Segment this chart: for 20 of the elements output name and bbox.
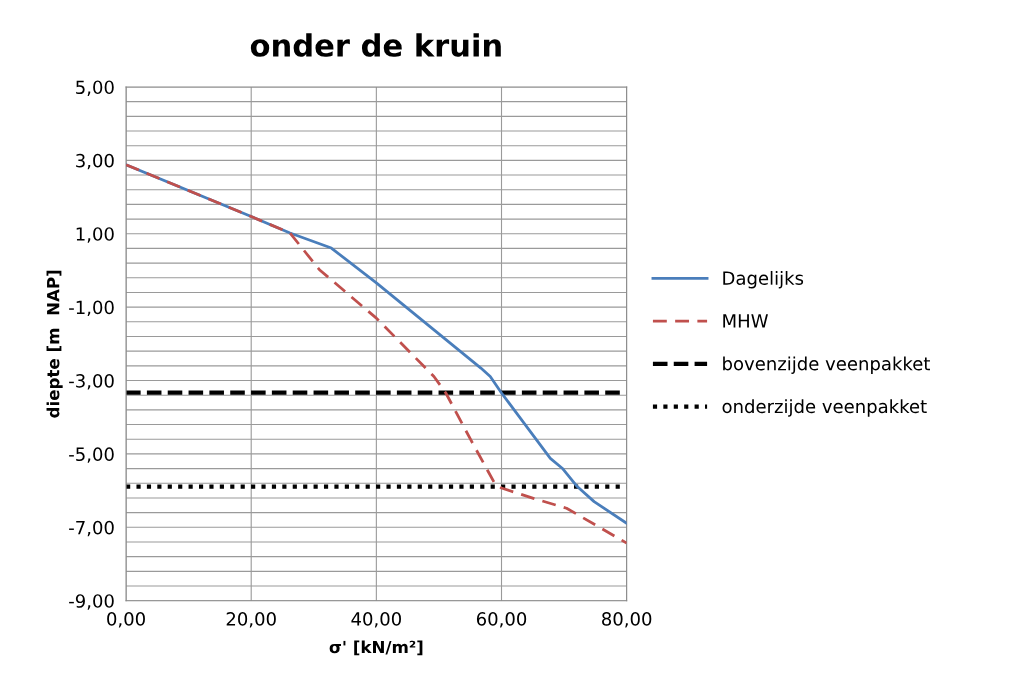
x-tick-label: 40,00 <box>351 612 401 628</box>
legend-label: Dagelijks <box>723 270 804 289</box>
x-tick-label: 80,00 <box>602 612 652 628</box>
legend-label: bovenzijde veenpakket <box>723 356 930 374</box>
x-tick-label: 0,00 <box>107 612 145 628</box>
y-tick-label: -5,00 <box>69 447 114 463</box>
x-axis-title: σ' [kN/m²] <box>329 640 423 656</box>
y-tick-label: 5,00 <box>76 80 114 96</box>
chart-title: onder de kruin <box>250 33 501 57</box>
y-tick-label: -9,00 <box>69 594 114 610</box>
x-tick-label: 20,00 <box>226 612 276 628</box>
y-tick-label: -1,00 <box>69 300 114 317</box>
y-tick-label: -7,00 <box>69 520 114 537</box>
legend-label: MHW <box>723 314 768 328</box>
x-tick-label: 60,00 <box>476 612 527 628</box>
y-tick-label: 1,00 <box>76 227 114 243</box>
legend-label: onderzijde veenpakket <box>722 399 927 417</box>
y-tick-label: -3,00 <box>69 373 114 390</box>
y-tick-label: 3,00 <box>76 153 114 170</box>
y-axis-title: diepte [m NAP] <box>46 270 63 418</box>
